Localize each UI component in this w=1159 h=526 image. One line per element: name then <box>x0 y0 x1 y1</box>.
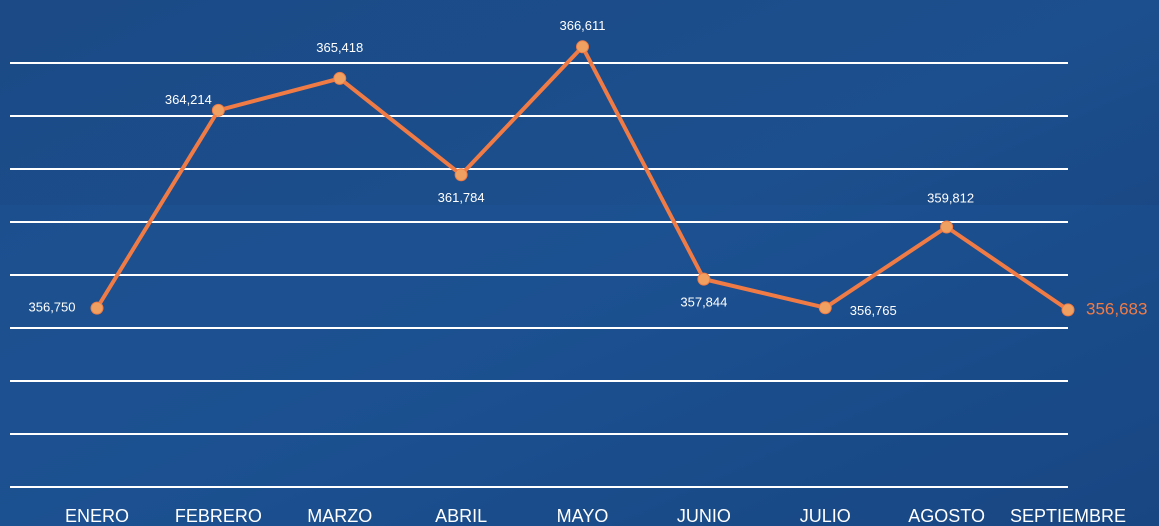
data-label: 361,784 <box>438 190 485 205</box>
point <box>454 168 468 182</box>
data-label: 359,812 <box>927 190 974 205</box>
point <box>333 71 347 85</box>
background-band <box>0 205 1159 526</box>
data-label: 366,611 <box>559 18 605 33</box>
data-label: 357,844 <box>680 295 727 310</box>
x-tick-label: FEBRERO <box>175 506 262 526</box>
x-tick-label: MAYO <box>557 506 609 526</box>
point <box>1061 303 1075 317</box>
point <box>576 40 589 54</box>
x-tick-label: JULIO <box>800 506 851 526</box>
data-label: 356,765 <box>850 303 897 318</box>
x-tick-label: ABRIL <box>435 506 487 526</box>
data-label: 364,214 <box>165 92 212 107</box>
data-label: 356,683 <box>1086 299 1147 318</box>
data-label: 356,750 <box>29 300 76 315</box>
data-label: 365,418 <box>316 40 363 55</box>
point <box>211 103 225 117</box>
point <box>940 220 954 234</box>
x-tick-label: SEPTIEMBRE <box>1010 506 1126 526</box>
x-tick-label: AGOSTO <box>908 506 985 526</box>
x-tick-label: JUNIO <box>677 506 731 526</box>
point <box>90 301 104 315</box>
x-tick-label: MARZO <box>307 506 372 526</box>
point <box>697 272 711 286</box>
point <box>818 301 832 315</box>
x-tick-label: ENERO <box>65 506 129 526</box>
